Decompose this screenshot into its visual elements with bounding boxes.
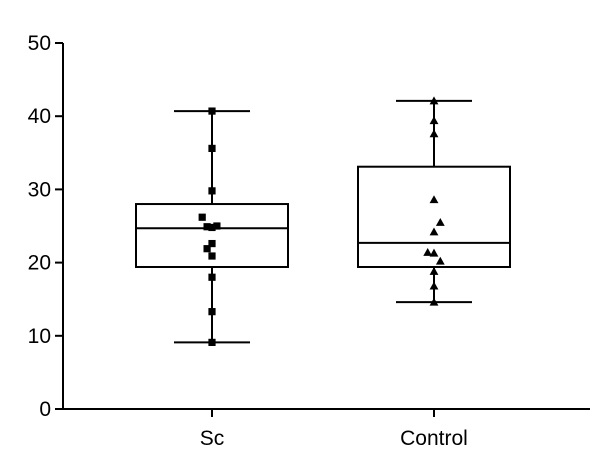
- data-point-control: [429, 116, 439, 125]
- data-point-sc: [208, 223, 216, 232]
- data-point-control: [429, 281, 439, 290]
- axes: 0 10 20 30 40 50 Sc Control: [28, 32, 590, 450]
- y-tick-label: 50: [28, 32, 51, 55]
- data-point-sc: [208, 308, 216, 316]
- y-tick-label: 30: [28, 178, 51, 201]
- iqr-box: [135, 203, 289, 268]
- data-point-control: [429, 248, 439, 257]
- x-tick-label: Sc: [200, 427, 225, 450]
- data-point-control: [429, 129, 439, 138]
- y-tick-label: 10: [28, 325, 51, 348]
- data-point-sc: [208, 187, 216, 195]
- data-point-control: [429, 227, 439, 236]
- data-point-sc: [208, 239, 216, 248]
- y-tick-label: 0: [39, 398, 51, 421]
- data-point-control: [435, 217, 445, 226]
- y-tick-label: 40: [28, 105, 51, 128]
- data-point-sc: [208, 107, 216, 115]
- data-point-control: [429, 266, 439, 275]
- data-point-sc: [208, 338, 216, 346]
- data-point-sc: [203, 223, 211, 231]
- data-point-sc: [208, 273, 216, 281]
- data-point-sc: [208, 144, 216, 153]
- data-point-sc: [213, 222, 221, 230]
- y-tick-label: 20: [28, 252, 51, 275]
- data-point-control: [429, 297, 439, 306]
- data-points: [198, 96, 445, 346]
- data-point-sc: [208, 252, 216, 260]
- data-point-sc: [203, 245, 211, 253]
- data-point-control: [435, 256, 445, 265]
- data-point-sc: [198, 213, 206, 221]
- data-point-control: [429, 195, 439, 204]
- x-tick-label: Control: [400, 427, 468, 450]
- data-point-control: [429, 96, 439, 105]
- box-plots: [135, 99, 511, 344]
- data-point-control: [423, 247, 433, 256]
